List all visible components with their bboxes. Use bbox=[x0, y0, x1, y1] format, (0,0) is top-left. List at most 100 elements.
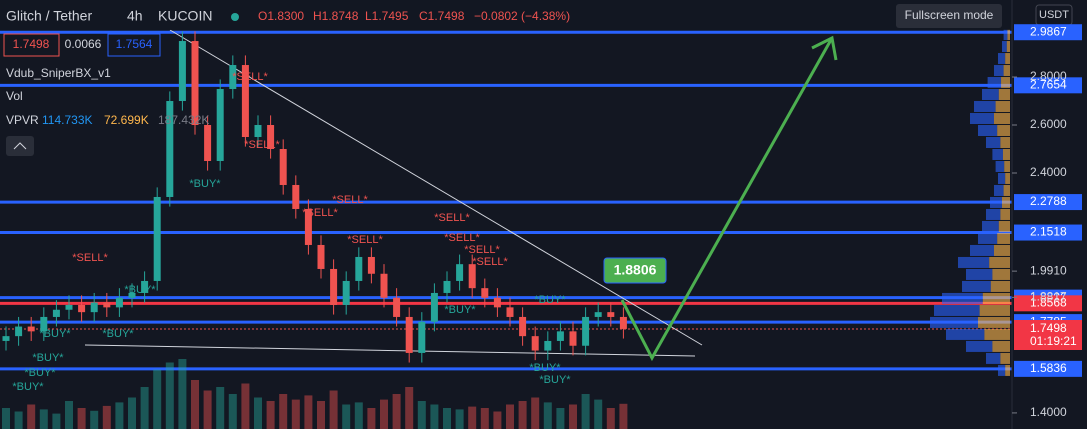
profile-bar bbox=[982, 220, 999, 232]
candle-body bbox=[103, 302, 111, 308]
volume-bar bbox=[569, 404, 577, 429]
level-tag bbox=[1014, 224, 1082, 241]
volume-bar bbox=[115, 402, 124, 429]
candle-body bbox=[330, 268, 338, 305]
last-price-label: 1.7498 bbox=[1030, 321, 1067, 335]
open: O1.8300 bbox=[258, 9, 304, 23]
volume-bar bbox=[468, 406, 477, 429]
candle-body bbox=[115, 297, 123, 308]
profile-bar bbox=[982, 89, 999, 101]
fullscreen-label[interactable]: Fullscreen mode bbox=[905, 8, 994, 22]
indicator-sniper: Vdub_SniperBX_v1 bbox=[6, 66, 111, 80]
candle-body bbox=[40, 316, 48, 332]
signal-label: *BUY* bbox=[189, 178, 221, 190]
volume-bar bbox=[443, 408, 451, 429]
volume-bar bbox=[531, 397, 540, 429]
candle-body bbox=[216, 89, 224, 161]
candle-body bbox=[166, 101, 174, 197]
candle-body bbox=[506, 307, 514, 317]
signal-label: *BUY* bbox=[24, 367, 56, 379]
candle-body bbox=[556, 331, 564, 341]
signal-label: *BUY* bbox=[124, 284, 156, 296]
y-tick-label: 2.8000 bbox=[1030, 69, 1067, 83]
profile-bar-down bbox=[979, 304, 1010, 316]
collapse-icon[interactable] bbox=[13, 142, 27, 150]
level-label: 2.7654 bbox=[1030, 77, 1067, 91]
volume-bar bbox=[216, 387, 225, 429]
trend-line bbox=[169, 29, 703, 346]
profile-bar-down bbox=[982, 292, 1010, 304]
profile-bar-down bbox=[994, 113, 1010, 125]
volume-bar bbox=[102, 405, 111, 429]
profile-bar-down bbox=[1007, 29, 1010, 41]
profile-bar-down bbox=[995, 101, 1010, 113]
candle-body bbox=[418, 321, 426, 353]
profile-bar-down bbox=[1005, 364, 1010, 376]
last-price-tag bbox=[1014, 319, 1082, 350]
profile-bar-down bbox=[989, 256, 1010, 268]
bid-box[interactable] bbox=[3, 33, 60, 57]
volume-bar bbox=[304, 395, 313, 429]
profile-bar-down bbox=[992, 268, 1010, 280]
signal-label: *SELL* bbox=[232, 71, 268, 83]
profile-bar-down bbox=[990, 280, 1010, 292]
profile-bar bbox=[966, 268, 993, 280]
signal-label: *BUY* bbox=[102, 328, 134, 340]
signal-label: *BUY* bbox=[539, 374, 571, 386]
signal-label: *SELL* bbox=[347, 234, 383, 246]
signal-label: *BUY* bbox=[529, 362, 561, 374]
candle-body bbox=[2, 336, 10, 341]
candle-body bbox=[65, 304, 73, 310]
candle-body bbox=[78, 304, 86, 313]
candle-body bbox=[279, 148, 287, 185]
candle-body bbox=[380, 273, 388, 298]
profile-bar bbox=[990, 196, 1002, 208]
signal-label: *BUY* bbox=[39, 328, 71, 340]
level-tag bbox=[1014, 360, 1082, 377]
ask-box[interactable] bbox=[107, 33, 161, 57]
volume-bar bbox=[405, 387, 414, 429]
volume-bar bbox=[153, 369, 162, 429]
signal-label: *BUY* bbox=[32, 352, 64, 364]
candle-body bbox=[254, 125, 262, 138]
ask[interactable]: 1.7564 bbox=[116, 37, 153, 51]
profile-bar-down bbox=[1005, 172, 1010, 184]
candle-body bbox=[241, 65, 249, 138]
candle-body bbox=[367, 256, 375, 274]
profile-bar bbox=[970, 113, 994, 125]
vpvr-up: 114.733K bbox=[42, 113, 93, 127]
level-tag bbox=[1014, 24, 1082, 41]
candle-body bbox=[292, 184, 300, 209]
red-level-tag bbox=[1014, 295, 1082, 312]
profile-bar bbox=[994, 184, 1004, 196]
signal-label: *SELL* bbox=[434, 212, 470, 224]
change: −0.0802 (−4.38%) bbox=[474, 9, 570, 23]
volume-bar bbox=[493, 411, 502, 429]
collapse-button[interactable] bbox=[6, 136, 34, 156]
signal-label: *SELL* bbox=[302, 207, 338, 219]
level-tag bbox=[1014, 194, 1082, 211]
red-level-label: 1.8568 bbox=[1030, 295, 1067, 309]
profile-bar-down bbox=[1006, 41, 1010, 53]
signal-label: *SELL* bbox=[444, 232, 480, 244]
volume-bar bbox=[27, 404, 36, 429]
price-axis bbox=[1012, 0, 1087, 429]
volume-bar bbox=[140, 387, 149, 429]
candle-body bbox=[607, 312, 615, 317]
profile-bar bbox=[998, 53, 1006, 65]
support-line bbox=[84, 344, 696, 357]
volume-bar bbox=[279, 394, 288, 429]
candle-body bbox=[582, 316, 590, 346]
close: C1.7498 bbox=[419, 9, 465, 23]
currency[interactable]: USDT bbox=[1039, 9, 1069, 21]
candle-body bbox=[544, 340, 552, 351]
profile-bar bbox=[978, 125, 998, 137]
level-label: 2.1518 bbox=[1030, 225, 1067, 239]
volume-bar bbox=[191, 380, 199, 429]
bid[interactable]: 1.7498 bbox=[13, 37, 50, 51]
candle-body bbox=[15, 326, 23, 337]
volume-bar bbox=[228, 394, 237, 429]
profile-bar-down bbox=[998, 89, 1010, 101]
vpvr-total: 187.432K bbox=[158, 113, 209, 127]
fullscreen-button[interactable] bbox=[896, 4, 1002, 28]
